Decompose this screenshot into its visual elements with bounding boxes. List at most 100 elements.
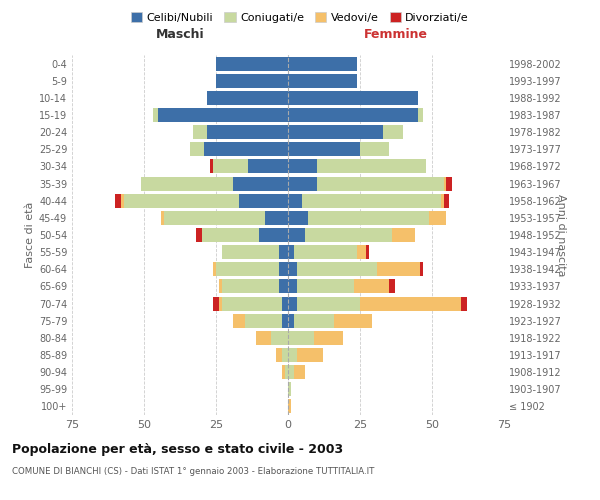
Bar bbox=[222, 245, 280, 259]
Bar bbox=[196, 228, 202, 242]
Bar bbox=[288, 245, 294, 259]
Bar bbox=[288, 296, 296, 310]
Bar bbox=[288, 228, 305, 242]
Bar bbox=[285, 365, 288, 379]
Bar bbox=[164, 211, 265, 225]
Bar bbox=[213, 262, 216, 276]
Bar bbox=[288, 314, 294, 328]
Bar bbox=[282, 296, 288, 310]
Bar bbox=[288, 400, 291, 413]
Y-axis label: Anni di nascita: Anni di nascita bbox=[556, 194, 566, 276]
Bar bbox=[288, 382, 291, 396]
Bar bbox=[271, 331, 288, 345]
Legend: Celibi/Nubili, Coniugati/e, Vedovi/e, Divorziati/e: Celibi/Nubili, Coniugati/e, Vedovi/e, Di… bbox=[127, 8, 473, 28]
Bar bbox=[282, 348, 288, 362]
Bar bbox=[222, 280, 280, 293]
Y-axis label: Fasce di età: Fasce di età bbox=[25, 202, 35, 268]
Bar bbox=[233, 176, 288, 190]
Bar bbox=[383, 125, 403, 139]
Text: COMUNE DI BIANCHI (CS) - Dati ISTAT 1° gennaio 2003 - Elaborazione TUTTITALIA.IT: COMUNE DI BIANCHI (CS) - Dati ISTAT 1° g… bbox=[12, 468, 374, 476]
Text: Popolazione per età, sesso e stato civile - 2003: Popolazione per età, sesso e stato civil… bbox=[12, 442, 343, 456]
Text: Maschi: Maschi bbox=[155, 28, 205, 42]
Bar bbox=[288, 176, 317, 190]
Bar bbox=[317, 160, 426, 173]
Bar bbox=[280, 245, 288, 259]
Bar bbox=[193, 125, 208, 139]
Bar bbox=[248, 160, 288, 173]
Bar bbox=[305, 228, 392, 242]
Bar bbox=[282, 365, 285, 379]
Bar bbox=[421, 262, 424, 276]
Bar bbox=[210, 160, 213, 173]
Bar bbox=[280, 262, 288, 276]
Bar bbox=[296, 280, 354, 293]
Bar bbox=[389, 280, 395, 293]
Bar bbox=[354, 280, 389, 293]
Bar bbox=[233, 314, 245, 328]
Bar bbox=[334, 314, 371, 328]
Bar bbox=[219, 296, 222, 310]
Bar bbox=[443, 194, 449, 207]
Bar bbox=[288, 280, 296, 293]
Bar bbox=[288, 125, 383, 139]
Bar bbox=[141, 176, 233, 190]
Bar bbox=[216, 74, 288, 88]
Bar bbox=[208, 125, 288, 139]
Bar bbox=[296, 348, 323, 362]
Bar bbox=[357, 245, 366, 259]
Bar bbox=[366, 245, 368, 259]
Bar bbox=[360, 296, 461, 310]
Bar bbox=[245, 314, 282, 328]
Bar bbox=[392, 228, 415, 242]
Bar bbox=[282, 314, 288, 328]
Bar bbox=[288, 160, 317, 173]
Bar bbox=[208, 91, 288, 105]
Bar bbox=[216, 262, 280, 276]
Bar bbox=[317, 176, 443, 190]
Text: Femmine: Femmine bbox=[364, 28, 428, 42]
Bar bbox=[288, 91, 418, 105]
Bar bbox=[288, 331, 314, 345]
Bar bbox=[377, 262, 421, 276]
Bar bbox=[115, 194, 121, 207]
Bar bbox=[190, 142, 205, 156]
Bar bbox=[121, 194, 124, 207]
Bar bbox=[314, 331, 343, 345]
Bar bbox=[219, 280, 222, 293]
Bar bbox=[213, 296, 219, 310]
Bar bbox=[124, 194, 239, 207]
Bar bbox=[302, 194, 440, 207]
Bar bbox=[288, 211, 308, 225]
Bar bbox=[288, 262, 296, 276]
Bar bbox=[205, 142, 288, 156]
Bar bbox=[152, 108, 158, 122]
Bar bbox=[259, 228, 288, 242]
Bar bbox=[294, 245, 357, 259]
Bar bbox=[418, 108, 424, 122]
Bar bbox=[461, 296, 467, 310]
Bar bbox=[288, 142, 360, 156]
Bar bbox=[288, 365, 294, 379]
Bar bbox=[443, 176, 446, 190]
Bar bbox=[239, 194, 288, 207]
Bar bbox=[216, 56, 288, 70]
Bar bbox=[446, 176, 452, 190]
Bar bbox=[288, 348, 296, 362]
Bar bbox=[265, 211, 288, 225]
Bar bbox=[288, 108, 418, 122]
Bar bbox=[256, 331, 271, 345]
Bar bbox=[280, 280, 288, 293]
Bar bbox=[288, 194, 302, 207]
Bar bbox=[296, 262, 377, 276]
Bar bbox=[277, 348, 282, 362]
Bar bbox=[296, 296, 360, 310]
Bar bbox=[440, 194, 443, 207]
Bar bbox=[429, 211, 446, 225]
Bar bbox=[308, 211, 429, 225]
Bar bbox=[161, 211, 164, 225]
Bar bbox=[202, 228, 259, 242]
Bar bbox=[360, 142, 389, 156]
Bar bbox=[222, 296, 282, 310]
Bar bbox=[158, 108, 288, 122]
Bar bbox=[288, 74, 357, 88]
